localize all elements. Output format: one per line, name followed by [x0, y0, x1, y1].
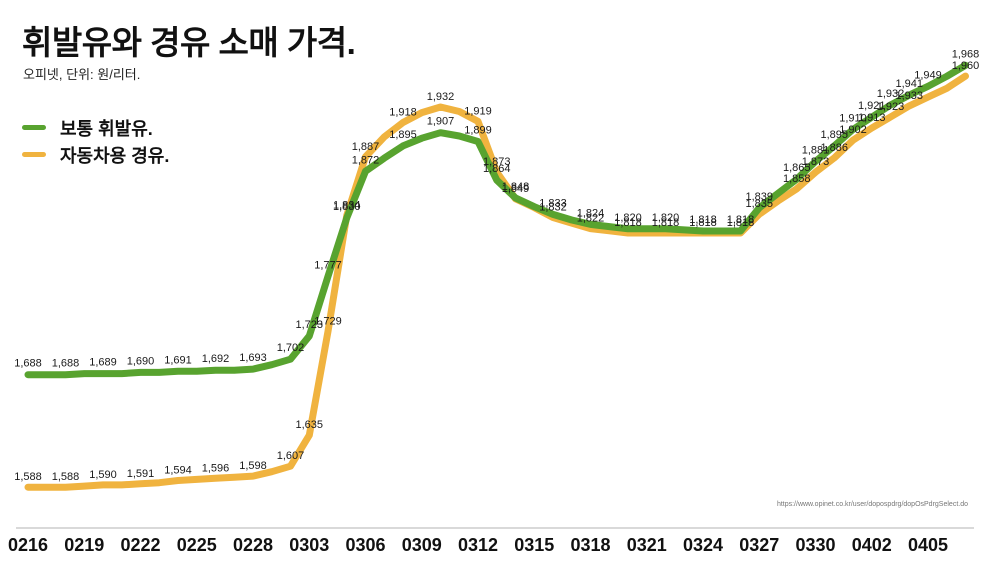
data-label: 1,588 — [52, 471, 80, 483]
data-label: 1,692 — [202, 353, 230, 365]
data-label: 1,596 — [202, 462, 230, 474]
data-label: 1,830 — [333, 201, 361, 213]
data-label: 1,913 — [858, 112, 886, 124]
data-label: 1,873 — [802, 156, 830, 168]
x-tick-label: 0318 — [570, 535, 610, 555]
x-tick-label: 0216 — [8, 535, 48, 555]
x-tick-label: 0228 — [233, 535, 273, 555]
x-tick-label: 0303 — [289, 535, 329, 555]
data-label: 1,960 — [952, 60, 980, 72]
data-label: 1,918 — [389, 107, 417, 119]
data-label: 1,693 — [239, 352, 267, 364]
data-label: 1,872 — [352, 154, 380, 166]
data-label: 1,848 — [502, 181, 530, 193]
data-label: 1,873 — [483, 156, 511, 168]
data-label: 1,923 — [877, 101, 905, 113]
source-url: https://www.opinet.co.kr/user/dopospdrg/… — [776, 501, 968, 508]
data-label: 1,590 — [89, 469, 117, 481]
data-label: 1,886 — [820, 142, 848, 154]
data-label: 1,598 — [239, 460, 267, 472]
x-tick-label: 0324 — [683, 535, 723, 555]
legend: 보통 휘발유. 자동차용 경유. — [22, 114, 169, 168]
data-label: 1,607 — [277, 450, 305, 462]
legend-item-diesel: 자동차용 경유. — [22, 141, 169, 168]
data-label: 1,949 — [914, 69, 942, 81]
legend-label-gasoline: 보통 휘발유. — [60, 118, 153, 139]
data-label: 1,933 — [895, 90, 923, 102]
data-label: 1,594 — [164, 465, 192, 477]
chart-subtitle: 오피넷, 단위: 원/리터. — [23, 67, 141, 82]
x-tick-label: 0309 — [402, 535, 442, 555]
legend-label-diesel: 자동차용 경유. — [60, 145, 170, 166]
data-label: 1,777 — [314, 259, 342, 271]
data-label: 1,910 — [839, 112, 867, 124]
x-tick-label: 0327 — [739, 535, 779, 555]
data-label: 1,818 — [652, 217, 680, 229]
data-label: 1,820 — [652, 212, 680, 224]
x-tick-label: 0315 — [514, 535, 554, 555]
data-label: 1,588 — [14, 471, 42, 483]
data-label: 1,690 — [127, 355, 155, 367]
data-label: 1,895 — [820, 129, 848, 141]
data-label: 1,818 — [727, 217, 755, 229]
data-label: 1,941 — [895, 78, 923, 90]
x-tick-label: 0330 — [795, 535, 835, 555]
data-label: 1,689 — [89, 357, 117, 369]
data-label: 1,899 — [464, 125, 492, 137]
data-label: 1,591 — [127, 468, 155, 480]
data-label: 1,839 — [745, 191, 773, 203]
data-label: 1,902 — [839, 124, 867, 136]
data-label: 1,702 — [277, 342, 305, 354]
data-label: 1,864 — [483, 163, 511, 175]
data-label: 1,818 — [689, 214, 717, 226]
data-label: 1,818 — [727, 214, 755, 226]
data-label: 1,968 — [952, 48, 980, 60]
x-tick-label: 0219 — [64, 535, 104, 555]
data-label: 1,895 — [389, 129, 417, 141]
data-label: 1,919 — [464, 105, 492, 117]
data-label: 1,818 — [614, 217, 642, 229]
x-tick-label: 0225 — [177, 535, 217, 555]
chart-title: 휘발유와 경유 소매 가격. — [22, 24, 356, 61]
data-label: 1,921 — [858, 100, 886, 112]
data-label: 1,835 — [745, 198, 773, 210]
data-label: 1,691 — [164, 354, 192, 366]
data-label: 1,723 — [295, 319, 323, 331]
x-tick-label: 0222 — [120, 535, 160, 555]
data-label: 1,688 — [52, 358, 80, 370]
data-label: 1,729 — [314, 315, 342, 327]
x-tick-label: 0312 — [458, 535, 498, 555]
data-label: 1,858 — [783, 173, 811, 185]
data-label: 1,932 — [877, 88, 905, 100]
data-label: 1,881 — [802, 144, 830, 156]
x-tick-label: 0306 — [345, 535, 385, 555]
data-label: 1,818 — [689, 217, 717, 229]
x-tick-label: 0405 — [908, 535, 948, 555]
data-label: 1,887 — [352, 141, 380, 153]
x-tick-label: 0402 — [852, 535, 892, 555]
gasoline-line — [24, 61, 969, 379]
x-tick-label: 0321 — [627, 535, 667, 555]
gasoline-swatch-icon — [22, 125, 46, 130]
data-label: 1,932 — [427, 91, 455, 103]
data-label: 1,824 — [577, 207, 605, 219]
legend-item-gasoline: 보통 휘발유. — [22, 114, 169, 141]
data-label: 1,822 — [577, 213, 605, 225]
data-label: 1,834 — [333, 199, 361, 211]
data-label: 1,865 — [783, 162, 811, 174]
data-label: 1,907 — [427, 116, 455, 128]
data-label: 1,849 — [502, 183, 530, 195]
data-label: 1,832 — [539, 202, 567, 214]
data-label: 1,820 — [614, 212, 642, 224]
data-label: 1,688 — [14, 358, 42, 370]
diesel-swatch-icon — [22, 152, 46, 157]
data-label: 1,635 — [295, 419, 323, 431]
data-label: 1,833 — [539, 197, 567, 209]
